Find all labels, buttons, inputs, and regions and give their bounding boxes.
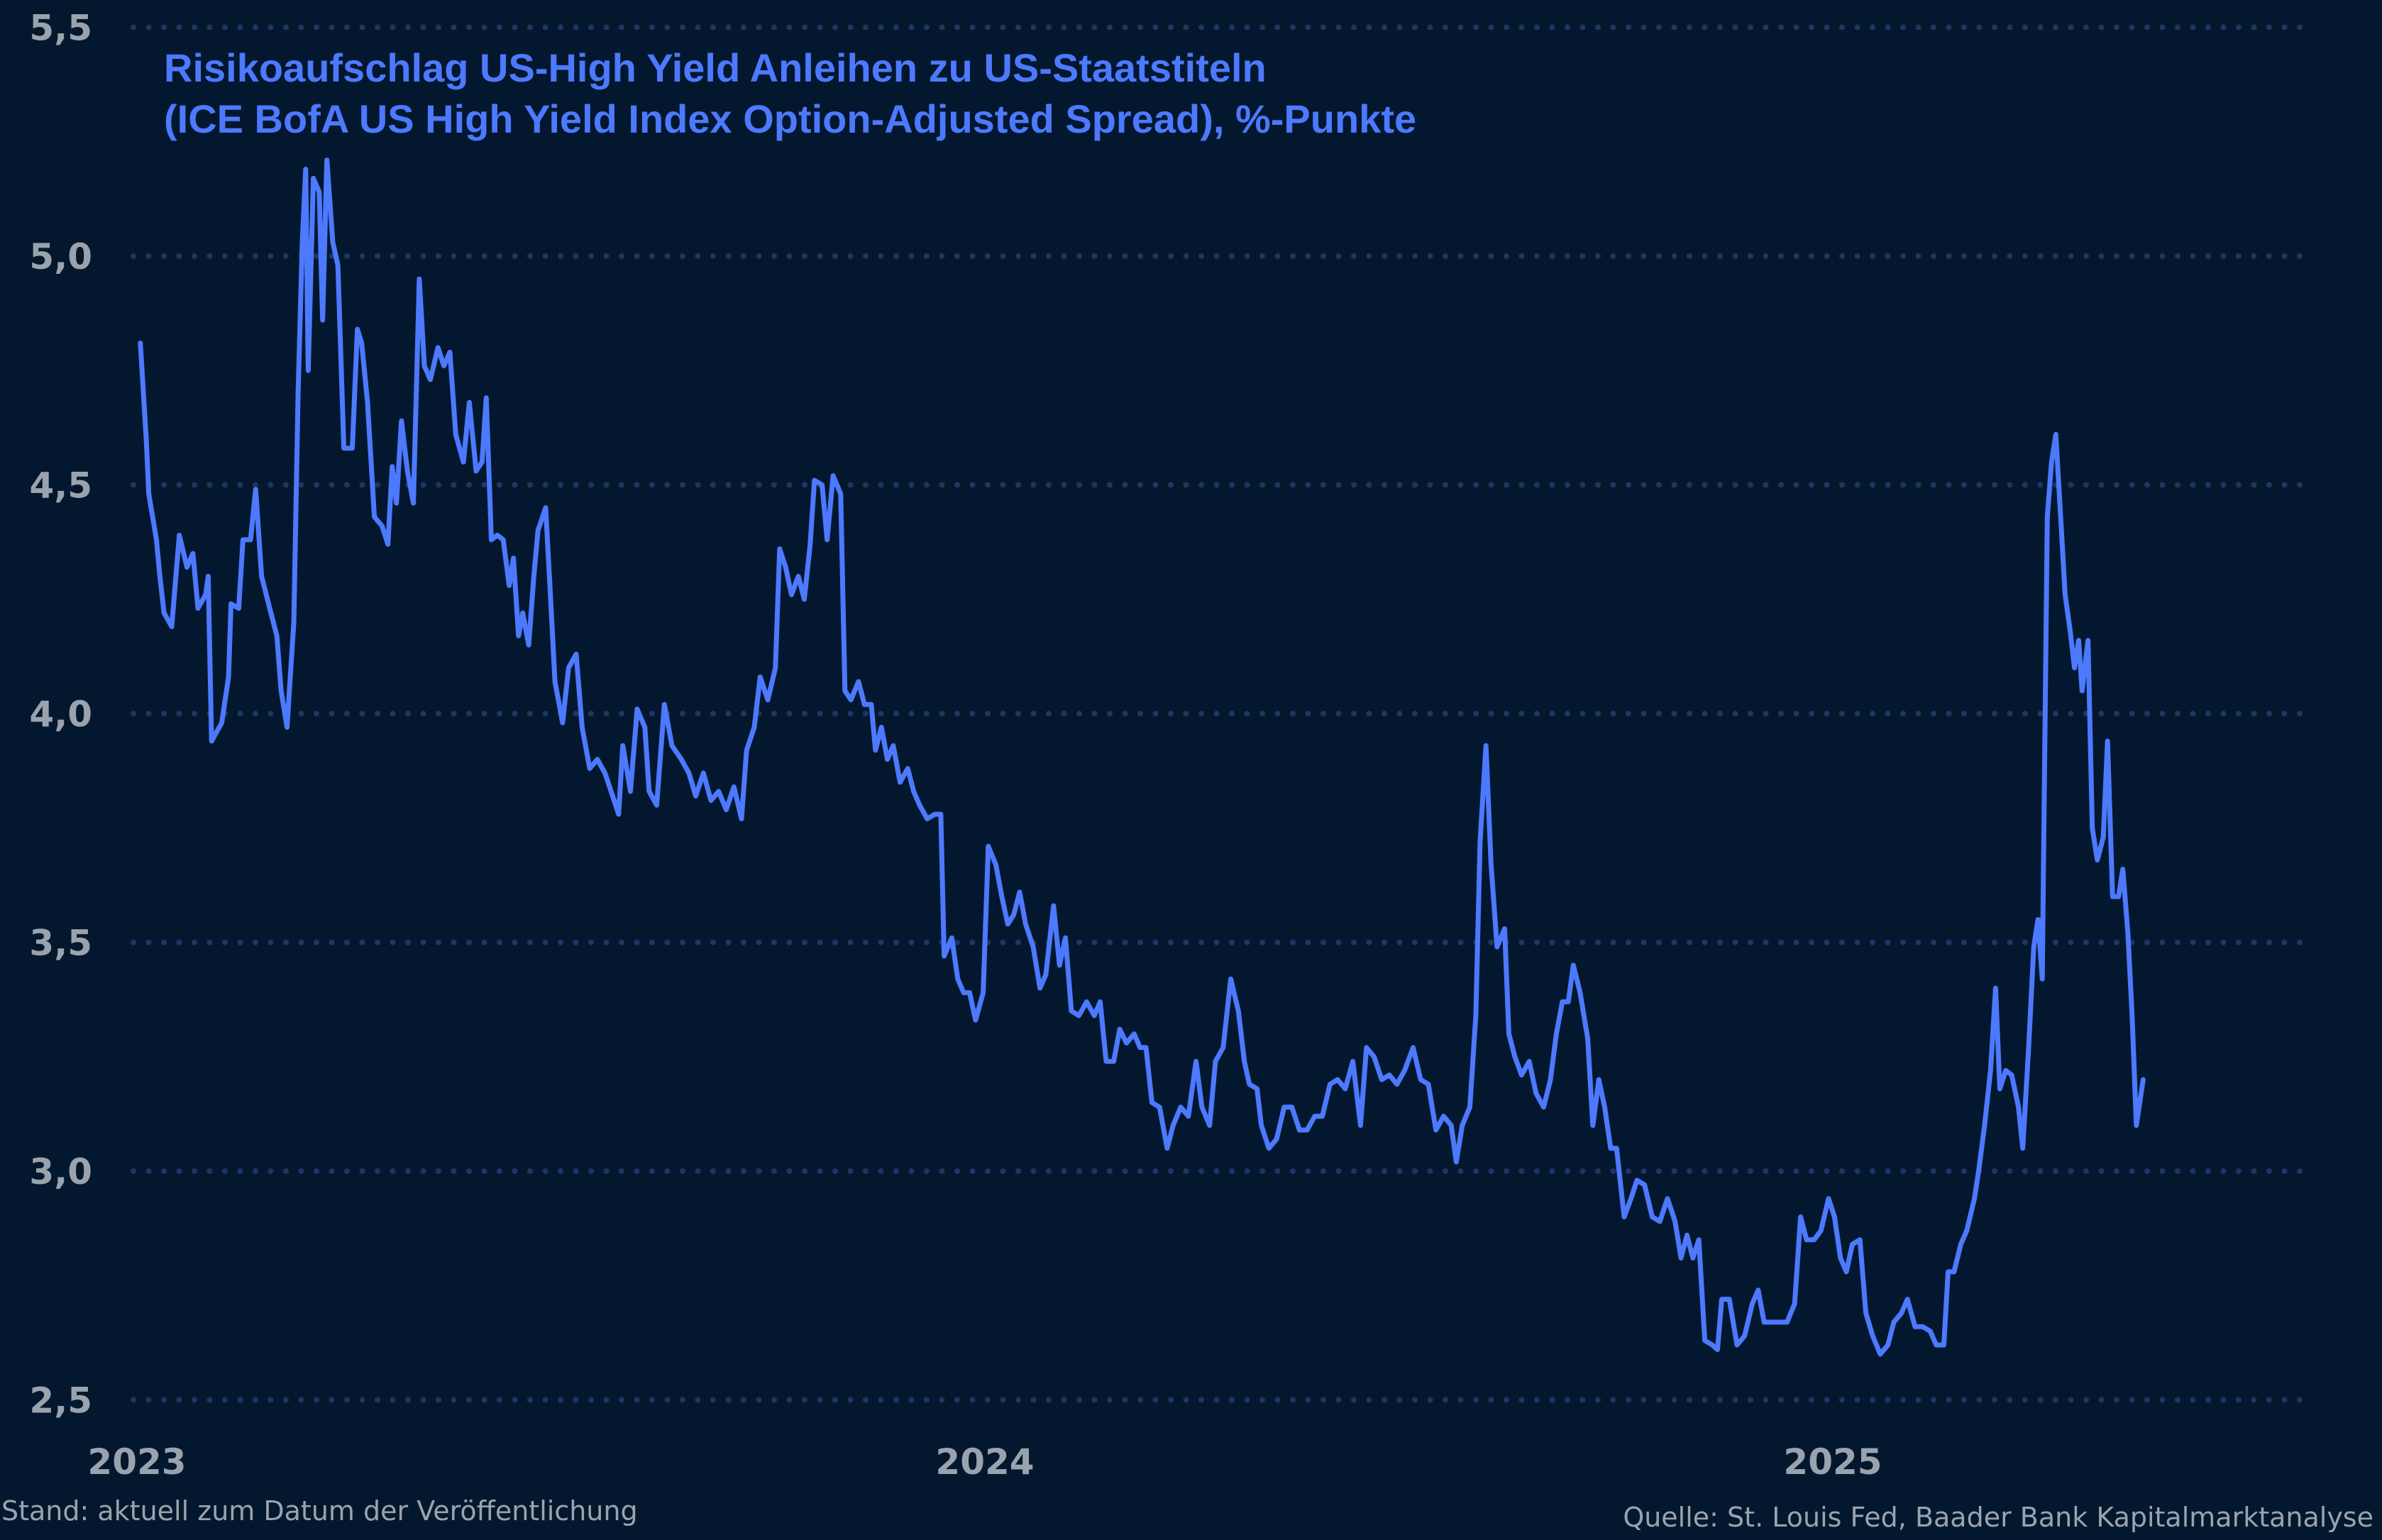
chart-subtitle: (ICE BofA US High Yield Index Option-Adj… [164, 96, 1417, 141]
y-tick-label: 2,5 [29, 1380, 92, 1422]
gridlines [131, 24, 2315, 1403]
x-tick-label: 2025 [1783, 1441, 1882, 1483]
y-tick-label: 4,0 [29, 694, 92, 735]
footer-source: Quelle: St. Louis Fed, Baader Bank Kapit… [1623, 1502, 2373, 1533]
chart-title: Risikoaufschlag US-High Yield Anleihen z… [164, 45, 1267, 90]
y-tick-label: 5,5 [29, 8, 92, 49]
x-axis-ticks: 2023 2024 2025 [87, 1441, 1882, 1483]
y-tick-label: 4,5 [29, 465, 92, 506]
y-axis-ticks: 2,5 3,0 3,5 4,0 4,5 5,0 5,5 [29, 8, 92, 1422]
footer-date-note: Stand: aktuell zum Datum der Veröffentli… [1, 1495, 638, 1527]
series-line [138, 157, 2146, 1357]
y-tick-label: 5,0 [29, 236, 92, 277]
x-tick-label: 2024 [935, 1441, 1034, 1483]
y-tick-label: 3,0 [29, 1151, 92, 1192]
y-tick-label: 3,5 [29, 923, 92, 964]
x-tick-label: 2023 [87, 1441, 186, 1483]
